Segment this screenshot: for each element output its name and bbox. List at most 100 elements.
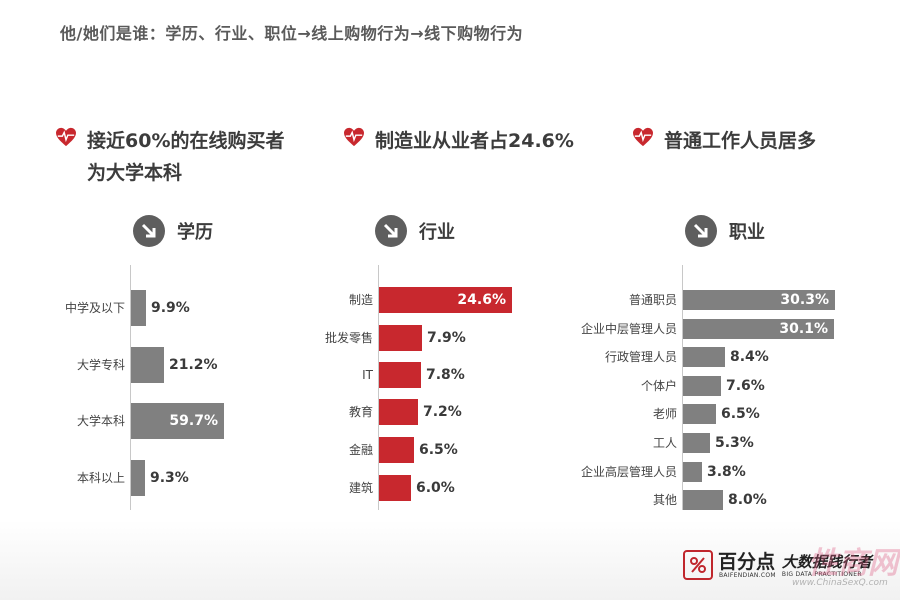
chart-axis (130, 265, 131, 510)
category-label: 批发零售 (324, 331, 373, 345)
category-label: 大学专科 (76, 358, 125, 372)
bar (379, 325, 422, 351)
category-label: 工人 (652, 436, 677, 450)
category-label: 普通职员 (628, 293, 677, 307)
value-label: 6.0% (416, 480, 455, 496)
bar-row: 行政管理人员 8.4% (560, 347, 810, 375)
value-label: 30.1% (779, 321, 828, 337)
value-label: 59.7% (169, 413, 218, 429)
value-label: 5.3% (715, 435, 754, 451)
logo-name: 百分点 (718, 550, 776, 573)
heart-ecg-icon (56, 127, 76, 147)
headline-line: 接近60%的在线购买者 (87, 130, 285, 152)
category-label: 老师 (652, 407, 677, 421)
bar-row: 教育 7.2% (270, 399, 520, 427)
bar-row: 老师 6.5% (560, 404, 810, 432)
bar-row: 制造 24.6% (270, 287, 520, 315)
education-bar-chart: 中学及以下 9.9% 大学专科 21.2% 大学本科 59.7% 本科以上 9.3% (0, 265, 250, 510)
logo-tagline-en: BIG DATA PRACTITIONER (781, 570, 862, 578)
headline-line: 制造业从业者占24.6% (375, 130, 574, 152)
brand-logo: 百分点 BAIFENDIAN.COM 大数据践行者 BIG DATA PRACT… (683, 550, 872, 580)
category-label: 本科以上 (76, 471, 125, 485)
heart-ecg-icon (633, 127, 653, 147)
category-label: 中学及以下 (64, 301, 125, 315)
watermark-url: www.ChinaSexQ.com (792, 578, 888, 588)
bar (379, 399, 418, 425)
headline-industry: 制造业从业者占24.6% (343, 125, 574, 157)
value-label: 7.8% (426, 367, 465, 383)
category-label: 大学本科 (76, 414, 125, 428)
bar (683, 290, 835, 310)
industry-bar-chart: 制造 24.6% 批发零售 7.9% IT 7.8% 教育 7.2% 金融 6.5% 建筑 6.0% (270, 265, 520, 510)
value-label: 8.0% (728, 492, 767, 508)
category-label: 建筑 (348, 481, 373, 495)
value-label: 21.2% (169, 357, 218, 373)
category-label: 个体户 (640, 379, 677, 393)
value-label: 7.2% (423, 404, 462, 420)
bar (131, 290, 146, 326)
value-label: 3.8% (707, 464, 746, 480)
bar-row: 普通职员 30.3% (560, 290, 835, 318)
bar (379, 475, 411, 501)
bar-row: IT 7.8% (270, 362, 520, 390)
category-label: IT (362, 368, 373, 382)
logo-tagline: 大数据践行者 (781, 552, 872, 571)
bar (131, 347, 164, 383)
value-label: 24.6% (457, 292, 506, 308)
value-label: 9.9% (151, 300, 190, 316)
bar (683, 462, 702, 482)
category-label: 制造 (348, 293, 373, 307)
bar-row: 大学专科 21.2% (0, 347, 250, 383)
bar (683, 347, 725, 367)
heart-ecg-icon (344, 127, 364, 147)
chart-axis (682, 265, 683, 510)
bar (683, 319, 834, 339)
category-label: 教育 (348, 405, 373, 419)
section-industry: 行业 (375, 215, 455, 247)
section-education: 学历 (133, 215, 213, 247)
bar-row: 建筑 6.0% (270, 475, 520, 503)
arrow-down-right-icon (375, 215, 407, 247)
value-label: 7.6% (726, 378, 765, 394)
category-label: 金融 (348, 443, 373, 457)
bar-row: 个体户 7.6% (560, 376, 810, 404)
bar-row: 工人 5.3% (560, 433, 810, 461)
headline-education: 接近60%的在线购买者 为大学本科 (55, 125, 284, 189)
bar (379, 362, 421, 388)
section-title: 职业 (729, 222, 765, 243)
bar-row: 企业高层管理人员 3.8% (560, 462, 810, 490)
bar (379, 437, 414, 463)
category-label: 企业中层管理人员 (580, 322, 677, 336)
bar-row: 本科以上 9.3% (0, 460, 250, 496)
section-title: 学历 (177, 222, 213, 243)
bar-row: 企业中层管理人员 30.1% (560, 319, 834, 347)
bar (683, 404, 716, 424)
value-label: 30.3% (780, 292, 829, 308)
chart-axis (378, 265, 379, 510)
breadcrumb: 他/她们是谁：学历、行业、职位→线上购物行为→线下购物行为 (60, 24, 524, 43)
bar (683, 490, 723, 510)
occupation-bar-chart: 普通职员 30.3% 企业中层管理人员 30.1% 行政管理人员 8.4% 个体户 7.6% 老… (560, 265, 835, 510)
bar-row: 大学本科 59.7% (0, 403, 250, 439)
category-label: 企业高层管理人员 (580, 465, 677, 479)
value-label: 6.5% (721, 406, 760, 422)
logo-name-en: BAIFENDIAN.COM (719, 571, 776, 579)
bar (683, 433, 710, 453)
watermark-text: 性商网 (808, 546, 898, 581)
headline-occupation: 普通工作人员居多 (632, 125, 816, 157)
value-label: 9.3% (150, 470, 189, 486)
bar (131, 460, 145, 496)
bar-row: 金融 6.5% (270, 437, 520, 465)
section-occupation: 职业 (685, 215, 765, 247)
arrow-down-right-icon (685, 215, 717, 247)
value-label: 8.4% (730, 349, 769, 365)
section-title: 行业 (419, 222, 455, 243)
value-label: 7.9% (427, 330, 466, 346)
headline-line: 为大学本科 (87, 162, 183, 184)
arrow-down-right-icon (133, 215, 165, 247)
category-label: 行政管理人员 (604, 350, 677, 364)
bar (131, 403, 224, 439)
bar-row: 中学及以下 9.9% (0, 290, 250, 326)
bar-row: 批发零售 7.9% (270, 325, 520, 353)
headline-line: 普通工作人员居多 (664, 130, 817, 152)
